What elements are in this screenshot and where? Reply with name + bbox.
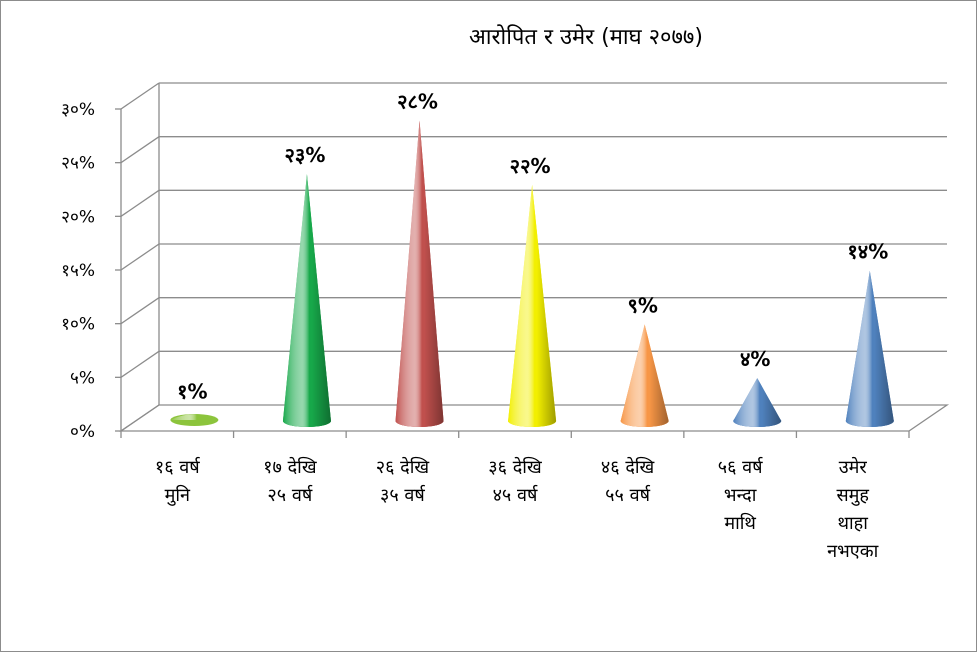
y-tick-label: ०% <box>70 422 95 442</box>
x-category-label: २६ देखि ३५ वर्ष <box>376 456 430 506</box>
gridline <box>115 297 947 325</box>
cone-bar <box>395 120 444 427</box>
gridline <box>115 136 947 164</box>
y-axis-ticks: ०% ५% १०% १५% २०% २५% ३०% <box>61 100 95 442</box>
y-tick-label: ५% <box>70 368 95 388</box>
gridline <box>115 243 947 271</box>
cone-bar <box>282 174 331 427</box>
cone-bar <box>170 414 219 426</box>
cone-shade <box>395 120 444 427</box>
y-tick-label: १५% <box>61 261 95 281</box>
cone-body <box>170 414 219 420</box>
cone-bar <box>620 324 669 427</box>
x-category-label: १६ वर्ष मुनि <box>155 456 201 506</box>
y-tick-label: १०% <box>61 315 95 335</box>
y-tick-label: ३०% <box>61 100 95 120</box>
x-category-label: १७ देखि २५ वर्ष <box>263 456 317 506</box>
cone-shade <box>845 270 894 427</box>
cone-shade <box>620 324 669 427</box>
cone-bar <box>733 378 782 427</box>
data-labels: १% २३% २८% २२% ९% ४% १४% <box>177 89 888 403</box>
cone-shade <box>282 174 331 427</box>
x-category-label: ५६ वर्ष भन्दा माथि <box>718 456 764 534</box>
x-category-label: ३६ देखि ४५ वर्ष <box>488 456 542 506</box>
cone-shade <box>733 378 782 427</box>
gridline <box>115 82 947 110</box>
data-label: २८% <box>397 89 438 113</box>
cone-bar <box>845 270 894 427</box>
y-tick-label: २०% <box>61 207 95 227</box>
floor <box>118 404 950 432</box>
axes <box>118 83 950 438</box>
cones <box>170 120 894 427</box>
cone-bar <box>508 184 557 427</box>
data-label: ४% <box>740 347 770 371</box>
data-label: १४% <box>847 240 888 264</box>
chart-title: आरोपित र उमेर (माघ २०७७) <box>469 24 703 50</box>
cone-shade <box>508 184 557 427</box>
data-label: ९% <box>627 293 657 317</box>
data-label: १% <box>177 379 207 403</box>
data-label: २३% <box>285 143 326 167</box>
x-category-label: ४६ देखि ५५ वर्ष <box>601 456 655 506</box>
x-category-label: उमेर समुह थाहा नभएका <box>827 456 878 562</box>
y-tick-label: २५% <box>61 154 95 174</box>
data-label: २२% <box>510 154 551 178</box>
gridline <box>115 189 947 217</box>
x-axis-labels: १६ वर्ष मुनि १७ देखि २५ वर्ष २६ देखि ३५ वर्ष ३… <box>155 456 879 562</box>
